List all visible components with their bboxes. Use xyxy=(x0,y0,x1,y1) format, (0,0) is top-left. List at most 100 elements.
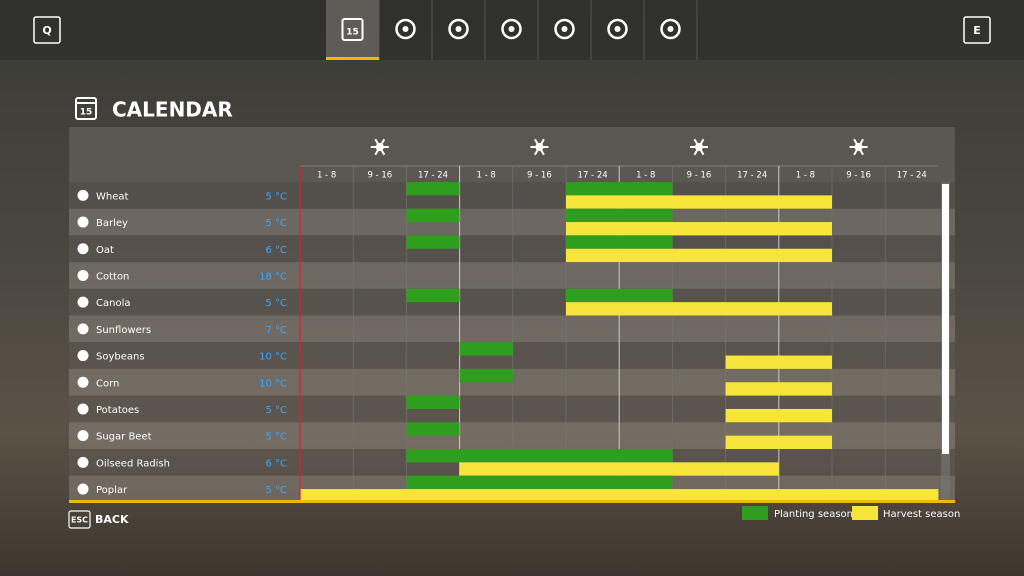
tab[interactable] xyxy=(326,0,379,60)
crop-name: Oilseed Radish xyxy=(96,458,170,469)
key-label: E xyxy=(973,24,981,37)
crop-temp: 6 °C xyxy=(265,458,287,469)
planting-bar xyxy=(459,342,513,356)
tab-icon xyxy=(660,18,681,40)
planting-bar xyxy=(406,395,460,409)
tab-icon xyxy=(455,26,462,32)
crop-temp: 5 °C xyxy=(265,485,287,496)
crop-icon xyxy=(77,350,89,362)
harvest-bar xyxy=(725,355,832,369)
planting-bar xyxy=(406,288,460,303)
period-label: 17 - 24 xyxy=(897,171,927,181)
harvest-bar xyxy=(459,462,779,476)
crop-icon xyxy=(77,296,89,308)
calendar-icon xyxy=(75,97,97,120)
crop-temp: 10 °C xyxy=(259,352,287,363)
crop-icon xyxy=(77,216,89,228)
legend-label: Planting season xyxy=(774,509,853,520)
planting-bar xyxy=(566,288,673,303)
crop-temp: 5 °C xyxy=(265,405,287,416)
crop-temp: 18 °C xyxy=(259,271,287,282)
harvest-bar xyxy=(566,302,832,316)
tab-icon xyxy=(614,26,621,32)
crop-name: Barley xyxy=(96,218,128,229)
period-label: 1 - 8 xyxy=(636,171,655,181)
legend-swatch xyxy=(742,506,768,520)
crop-temp: 10 °C xyxy=(259,378,287,389)
crop-icon xyxy=(77,376,89,388)
key-label: ESC xyxy=(71,516,88,525)
period-label: 9 - 16 xyxy=(367,171,392,181)
crop-name: Sugar Beet xyxy=(96,432,152,443)
calendar-icon-day: 15 xyxy=(80,108,93,118)
calendar-grid: 1 - 8 9 - 16 17 - 24 1 - 8 9 - 16 17 - 24 1 - … xyxy=(69,138,955,503)
tab-icon xyxy=(508,26,515,32)
crop-temp: 5 °C xyxy=(265,298,287,309)
tab-icon xyxy=(395,18,416,40)
crop-icon xyxy=(77,243,89,255)
tab-icon xyxy=(554,18,575,40)
planting-bar xyxy=(406,449,673,463)
period-label: 17 - 24 xyxy=(737,171,767,181)
tab-icon xyxy=(607,18,628,40)
panel-header xyxy=(69,127,955,182)
crop-temp: 5 °C xyxy=(265,432,287,443)
planting-bar xyxy=(566,235,673,249)
crop-name: Corn xyxy=(96,378,119,389)
planting-bar xyxy=(406,422,460,436)
period-label: 1 - 8 xyxy=(317,171,336,181)
crop-name: Potatoes xyxy=(96,405,139,416)
harvest-bar xyxy=(566,195,832,209)
crop-name: Wheat xyxy=(96,191,129,202)
back-label[interactable]: BACK xyxy=(95,513,129,526)
period-label: 17 - 24 xyxy=(578,171,608,181)
harvest-bar xyxy=(725,408,832,423)
page-title: CALENDAR xyxy=(112,98,233,122)
tab-active-bar xyxy=(326,57,379,60)
crop-name: Canola xyxy=(96,298,130,309)
period-label: 17 - 24 xyxy=(418,171,448,181)
season-icon xyxy=(375,143,384,151)
crop-icon xyxy=(77,430,89,442)
period-label: 9 - 16 xyxy=(846,171,871,181)
row-bg xyxy=(69,262,955,289)
key-label: Q xyxy=(42,24,51,37)
crop-temp: 6 °C xyxy=(265,245,287,256)
planting-bar xyxy=(406,208,460,223)
period-label: 1 - 8 xyxy=(796,171,815,181)
panel-underline xyxy=(69,500,955,503)
crop-icon xyxy=(77,269,89,281)
harvest-bar xyxy=(725,435,832,449)
crop-icon xyxy=(77,403,89,415)
planting-bar xyxy=(406,182,460,196)
crop-icon xyxy=(77,189,89,201)
crop-name: Poplar xyxy=(96,485,128,496)
harvest-bar xyxy=(725,382,832,396)
key-box[interactable] xyxy=(963,16,991,44)
crop-name: Sunflowers xyxy=(96,325,151,336)
planting-bar xyxy=(459,368,513,383)
harvest-bar xyxy=(566,222,832,236)
planting-bar xyxy=(566,208,673,223)
tab-icon-day: 15 xyxy=(346,28,359,38)
tab-icon xyxy=(341,18,364,41)
crop-icon xyxy=(77,323,89,335)
crop-name: Oat xyxy=(96,245,114,256)
crop-temp: 7 °C xyxy=(265,325,287,336)
scrollbar-thumb[interactable] xyxy=(942,184,949,454)
crop-name: Cotton xyxy=(96,271,129,282)
key-box[interactable] xyxy=(33,16,61,44)
crop-icon xyxy=(77,483,89,495)
crop-temp: 5 °C xyxy=(265,191,287,202)
tab-bar: 15 xyxy=(326,0,698,60)
tab-icon xyxy=(402,26,409,32)
tab-icon xyxy=(448,18,469,40)
crop-name: Soybeans xyxy=(96,352,145,363)
planting-bar xyxy=(406,235,460,249)
season-icon xyxy=(854,143,863,151)
planting-bar xyxy=(406,475,673,490)
key-box[interactable] xyxy=(68,510,91,529)
harvest-bar xyxy=(566,248,832,263)
